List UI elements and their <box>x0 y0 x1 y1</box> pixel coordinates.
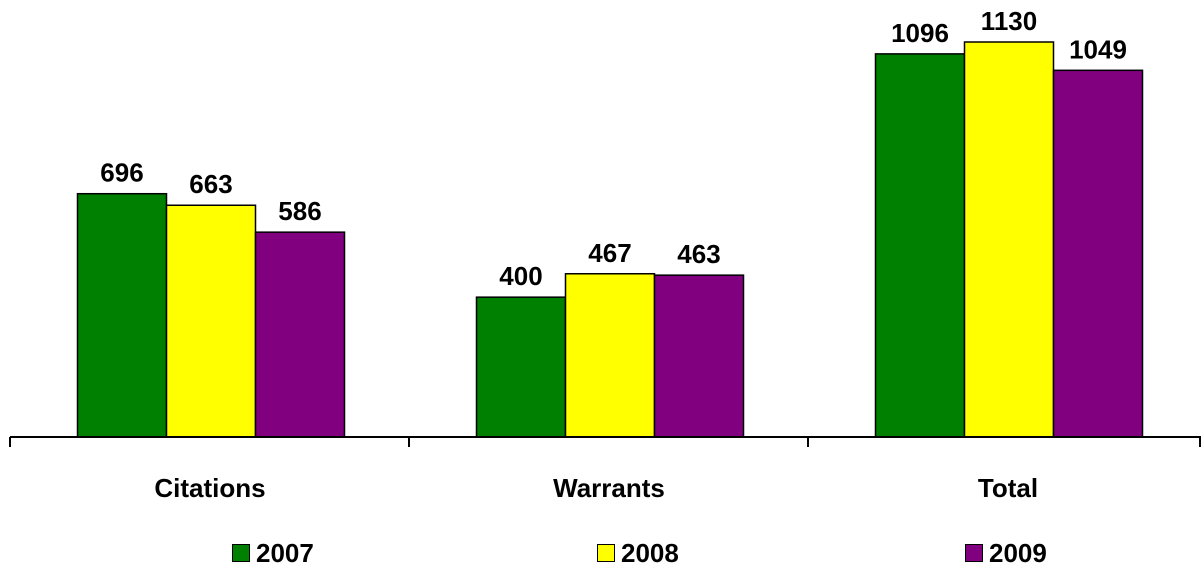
bar-total-2008 <box>963 41 1055 438</box>
category-label-citations: Citations <box>154 473 265 503</box>
bar-warrants-2007 <box>475 296 567 438</box>
data-label-citations-2007: 696 <box>100 158 143 188</box>
data-label-warrants-2009: 463 <box>677 239 720 269</box>
legend-item-2009: 2009 <box>965 533 1047 573</box>
category-label-total: Total <box>978 473 1038 503</box>
data-label-total-2008: 1130 <box>981 6 1037 36</box>
legend-label-2008: 2008 <box>621 537 679 568</box>
data-label-citations-2009: 586 <box>278 196 321 226</box>
legend: 2007 2008 2009 <box>0 533 1201 573</box>
data-label-warrants-2007: 400 <box>499 261 542 291</box>
bar-warrants-2009 <box>653 274 745 438</box>
bar-citations-2009 <box>254 231 346 438</box>
legend-label-2009: 2009 <box>989 537 1047 568</box>
bar-total-2009 <box>1052 69 1144 438</box>
legend-swatch-2009 <box>965 544 983 562</box>
data-label-warrants-2008: 467 <box>588 238 631 268</box>
data-label-total-2009: 1049 <box>1069 34 1127 64</box>
bar-warrants-2008 <box>564 273 656 438</box>
data-label-total-2007: 1096 <box>891 18 949 48</box>
data-label-citations-2008: 663 <box>189 169 232 199</box>
legend-item-2007: 2007 <box>232 533 314 573</box>
bar-total-2007 <box>874 53 966 438</box>
bar-citations-2008 <box>165 204 257 438</box>
category-label-warrants: Warrants <box>553 473 665 503</box>
legend-swatch-2007 <box>232 544 250 562</box>
bar-citations-2007 <box>76 192 168 438</box>
legend-label-2007: 2007 <box>256 537 314 568</box>
legend-item-2008: 2008 <box>597 533 679 573</box>
legend-swatch-2008 <box>597 544 615 562</box>
